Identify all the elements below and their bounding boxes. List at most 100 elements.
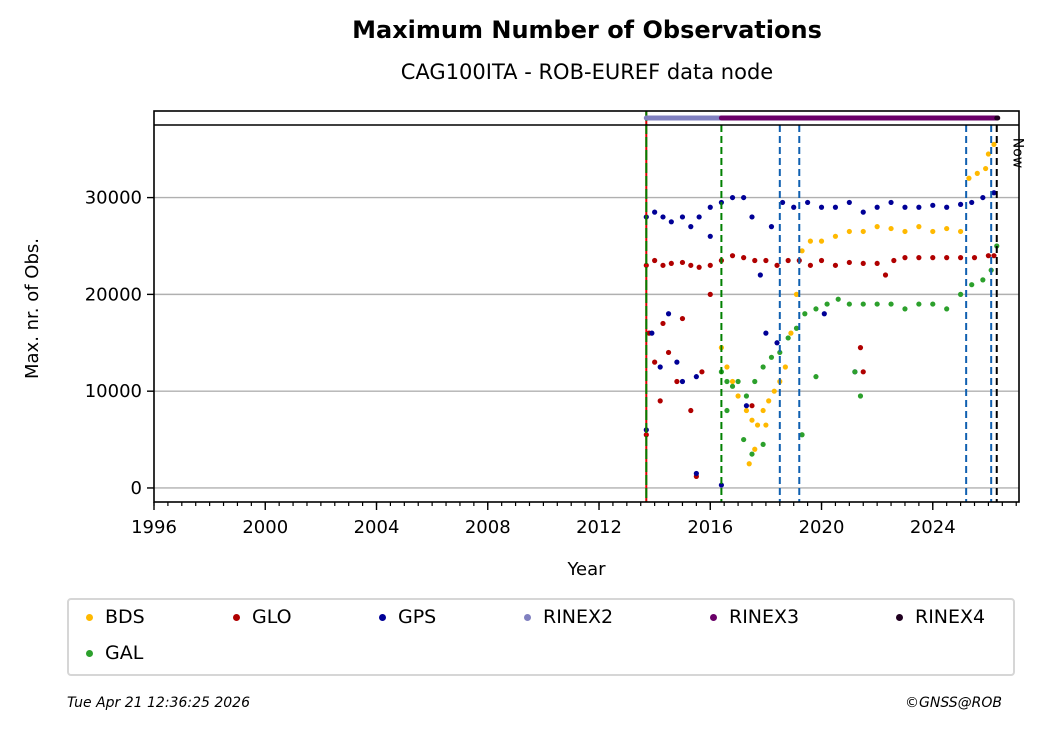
data-point (991, 253, 997, 259)
data-point (930, 202, 936, 208)
data-point (688, 224, 694, 230)
data-point (860, 369, 866, 375)
data-point (746, 461, 752, 467)
data-point (813, 374, 819, 380)
legend-label: BDS (105, 606, 145, 628)
data-point (660, 320, 666, 327)
x-tick-label: 2008 (465, 517, 511, 538)
data-point (707, 262, 713, 268)
data-point (707, 291, 713, 297)
data-point (874, 260, 880, 267)
data-point (813, 306, 819, 312)
legend-item-rinex4: RINEX4 (896, 606, 985, 628)
data-point (766, 398, 772, 404)
x-tick-label: 2020 (799, 517, 845, 538)
data-point (729, 194, 736, 201)
data-point (802, 311, 808, 317)
series-bds (718, 141, 997, 467)
data-point (760, 364, 766, 370)
data-point (980, 194, 986, 201)
data-point (665, 349, 672, 356)
data-point (882, 272, 889, 278)
data-point (957, 255, 964, 261)
legend-marker (710, 613, 717, 621)
data-point (957, 228, 964, 235)
data-point (971, 255, 978, 261)
data-point (735, 378, 741, 385)
data-point (649, 330, 655, 336)
data-point (793, 325, 800, 331)
data-point (835, 296, 841, 302)
axes-frame (153, 110, 1020, 503)
data-point (860, 228, 866, 235)
data-point (696, 264, 702, 270)
legend-marker (86, 649, 93, 657)
data-point (652, 209, 658, 215)
data-point (696, 214, 702, 220)
data-point (902, 228, 908, 235)
data-point (724, 407, 730, 414)
x-tick-label: 2016 (687, 517, 733, 538)
data-point (693, 470, 699, 477)
data-point (818, 204, 825, 210)
legend-label: RINEX2 (543, 606, 614, 628)
data-point (888, 199, 894, 206)
legend: BDS GLO GPS RINEX2 RINEX3 RINEX4 GAL (67, 598, 1015, 676)
data-point (821, 311, 827, 317)
data-point (679, 378, 686, 385)
data-point (930, 301, 936, 307)
data-point (799, 248, 805, 254)
data-point (763, 257, 769, 264)
x-tick-label: 2012 (576, 517, 622, 538)
legend-marker (233, 613, 240, 621)
data-point (774, 262, 780, 268)
data-point (930, 228, 936, 235)
x-tick-label: 2024 (910, 517, 956, 538)
data-point (791, 204, 797, 210)
y-tick-label: 0 (131, 478, 142, 499)
data-point (805, 199, 811, 206)
data-point (707, 204, 713, 210)
data-point (668, 260, 674, 267)
data-point (846, 228, 852, 235)
data-point (729, 253, 736, 259)
data-point (693, 374, 699, 380)
x-tick-label: 1996 (131, 517, 177, 538)
data-point (902, 204, 908, 210)
data-point (860, 301, 866, 307)
data-point (807, 262, 813, 268)
data-point (983, 165, 989, 172)
data-point (944, 225, 950, 232)
data-point (818, 238, 825, 244)
data-point (985, 253, 992, 259)
data-point (743, 407, 750, 414)
legend-item-rinex3: RINEX3 (710, 606, 799, 628)
data-point (752, 378, 758, 385)
legend-label: RINEX4 (915, 606, 986, 628)
data-point (857, 393, 864, 399)
data-point (777, 349, 783, 356)
data-point (749, 214, 755, 220)
data-point (674, 359, 680, 365)
data-point (916, 204, 922, 210)
legend-item-gal: GAL (86, 642, 143, 664)
data-point (652, 257, 658, 264)
data-point (688, 407, 694, 414)
legend-item-gps: GPS (379, 606, 436, 628)
data-point (991, 141, 997, 147)
data-point (760, 407, 766, 414)
data-point (966, 175, 972, 181)
data-point (969, 199, 975, 206)
data-point (752, 257, 758, 264)
data-point (782, 364, 788, 370)
data-point (785, 335, 791, 341)
data-point (832, 233, 839, 239)
legend-label: GAL (105, 642, 144, 664)
data-point (874, 301, 880, 307)
x-axis-label: Year (566, 559, 606, 580)
data-point (888, 301, 894, 307)
y-axis-label: Max. nr. of Obs. (22, 238, 43, 379)
legend-marker (896, 613, 903, 621)
data-point (724, 364, 730, 370)
